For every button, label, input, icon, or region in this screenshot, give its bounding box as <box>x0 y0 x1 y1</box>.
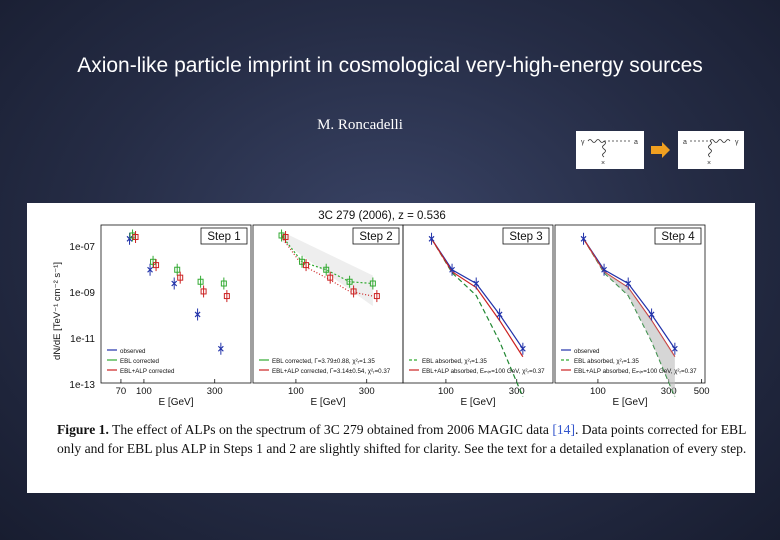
observed-point-2 <box>625 280 632 287</box>
legend-entry-1-2: EBL+ALP corrected <box>120 368 175 375</box>
step-label-1: Step 1 <box>207 231 240 243</box>
legend-entry-3-1: EBL+ALP absorbed, Eₘᵢₙ=100 GeV, χ²ᵣ=0.37 <box>422 368 545 375</box>
caption-label: Figure 1. <box>57 422 109 437</box>
y-tick-1e-11: 1e-11 <box>70 334 95 345</box>
ebl-corrected-point-2 <box>174 266 181 273</box>
x-tick-label-4-1: 300 <box>661 386 677 397</box>
x-tick-label-4-0: 100 <box>590 386 606 397</box>
x-tick-label-1-0: 70 <box>116 386 127 397</box>
legend-entry-1-0: observed <box>120 348 146 355</box>
observed-point-4 <box>217 345 224 352</box>
legend-entry-4-0: observed <box>574 348 600 355</box>
step-box-2 <box>352 227 400 245</box>
figure-caption: Figure 1. The effect of ALPs on the spec… <box>57 420 747 458</box>
feynman-diagram-left: γ a × <box>581 139 638 167</box>
step-label-4: Step 4 <box>661 231 695 243</box>
x-tick-label-3-1: 300 <box>509 386 525 397</box>
step-box-4 <box>654 227 702 245</box>
paper-figure: 3C 279 (2006), z = 0.536 dN/dE [TeV⁻¹ cm… <box>27 203 755 493</box>
ebl-corrected-point-0 <box>278 232 285 239</box>
arrow-right-icon <box>651 142 670 158</box>
photon-axion-diagram: γ a × <box>576 131 644 169</box>
x-tick-label-4-2: 500 <box>694 386 710 397</box>
y-tick-1e-07: 1e-07 <box>69 242 95 253</box>
observed-point-3 <box>496 311 503 318</box>
caption-citation-link[interactable]: [14] <box>552 422 575 437</box>
ebl-alp-corrected-point-3 <box>200 288 207 295</box>
x-axis-label-1: E [GeV] <box>158 397 193 408</box>
ebl-alp-corrected-point-2 <box>177 274 184 281</box>
legend-entry-2-1: EBL+ALP corrected, Γ=3.14±0.54, χ²ᵣ=0.37 <box>272 368 391 375</box>
slide-author: M. Roncadelli <box>317 117 403 133</box>
ebl-corrected-point-2 <box>323 266 330 273</box>
caption-text-after: . Data points corrected for EBL only and… <box>57 422 747 456</box>
ebl-corrected-point-4 <box>369 280 376 287</box>
panel-frame-1 <box>100 224 252 384</box>
slide-title: Axion-like particle imprint in cosmologi… <box>77 54 703 77</box>
observed-point-2 <box>473 280 480 287</box>
legend-entry-3-0: EBL absorbed, χ²ᵣ=1.35 <box>422 358 487 365</box>
ebl-alp-corrected-point-0 <box>132 234 139 241</box>
ebl-corrected-point-3 <box>197 278 204 285</box>
observed-point-0 <box>580 235 587 242</box>
ebl-alp-corrected-point-1 <box>303 262 310 269</box>
observed-point-1 <box>147 266 153 273</box>
step-label-2: Step 2 <box>359 231 392 243</box>
svg-text:×: × <box>601 160 605 167</box>
legend-entry-1-1: EBL corrected <box>120 358 160 365</box>
x-axis-label-2: E [GeV] <box>310 397 345 408</box>
step-box-3 <box>502 227 550 245</box>
ebl-alp-corrected-point-4 <box>373 293 380 300</box>
observed-point-3 <box>194 311 201 318</box>
x-tick-label-3-0: 100 <box>438 386 454 397</box>
legend-entry-2-0: EBL corrected, Γ=3.79±0.88, χ²ᵣ=1.35 <box>272 358 375 365</box>
x-tick-label-2-1: 300 <box>359 386 375 397</box>
axion-photon-diagram: a γ × <box>678 131 744 169</box>
ebl-alp-corrected-point-4 <box>223 293 230 300</box>
observed-point-1 <box>601 266 607 273</box>
x-tick-label-1-1: 100 <box>136 386 152 397</box>
step-label-3: Step 3 <box>509 231 542 243</box>
diagram-label-right: γ <box>735 139 739 146</box>
ebl-fit-line <box>281 235 373 285</box>
ebl-alp-corrected-point-1 <box>153 262 160 269</box>
panel-frame-4 <box>554 224 706 384</box>
y-axis-label: dN/dE [TeV⁻¹ cm⁻² s⁻¹] <box>52 262 63 360</box>
observed-point-0 <box>126 235 133 242</box>
ebl-corrected-point-4 <box>220 280 227 287</box>
observed-point-1 <box>449 266 455 273</box>
observed-point-4 <box>671 345 678 352</box>
legend-entry-4-2: EBL+ALP absorbed, Eₘᵢₙ=100 GeV, χ²ᵣ=0.37 <box>574 368 697 375</box>
chart-title: 3C 279 (2006), z = 0.536 <box>318 210 446 222</box>
observed-point-4 <box>519 345 526 352</box>
step-box-1 <box>200 227 248 245</box>
ebl-alp-corrected-point-0 <box>282 234 289 241</box>
y-tick-1e-09: 1e-09 <box>69 288 95 299</box>
panel-frame-3 <box>402 224 554 384</box>
x-axis-label-3: E [GeV] <box>460 397 495 408</box>
observed-point-0 <box>428 235 435 242</box>
x-tick-label-1-2: 300 <box>207 386 223 397</box>
observed-guide <box>431 238 524 350</box>
x-axis-label-4: E [GeV] <box>612 397 647 408</box>
observed-point-2 <box>171 280 178 287</box>
observed-point-3 <box>648 311 655 318</box>
ebl-alp-corrected-point-2 <box>327 274 334 281</box>
feynman-diagram-right: a γ × <box>683 139 739 167</box>
ebl-alp-corrected-point-3 <box>350 288 357 295</box>
spectrum-chart: 3C 279 (2006), z = 0.536 dN/dE [TeV⁻¹ cm… <box>52 210 710 408</box>
x-tick-label-2-0: 100 <box>288 386 304 397</box>
diagram-label-left: γ <box>581 139 585 146</box>
ebl-corrected-point-1 <box>299 258 306 265</box>
ebl-corrected-point-3 <box>346 278 353 285</box>
diagram-label-left: a <box>683 139 687 146</box>
caption-text-before: The effect of ALPs on the spectrum of 3C… <box>108 422 553 437</box>
svg-text:×: × <box>707 160 711 167</box>
diagram-label-right: a <box>634 139 638 146</box>
legend-entry-4-1: EBL absorbed, χ²ᵣ=1.35 <box>574 358 639 365</box>
y-tick-1e-13: 1e-13 <box>69 380 95 391</box>
